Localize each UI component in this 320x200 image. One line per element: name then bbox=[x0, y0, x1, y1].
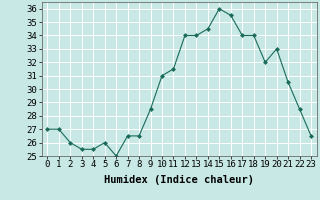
X-axis label: Humidex (Indice chaleur): Humidex (Indice chaleur) bbox=[104, 175, 254, 185]
